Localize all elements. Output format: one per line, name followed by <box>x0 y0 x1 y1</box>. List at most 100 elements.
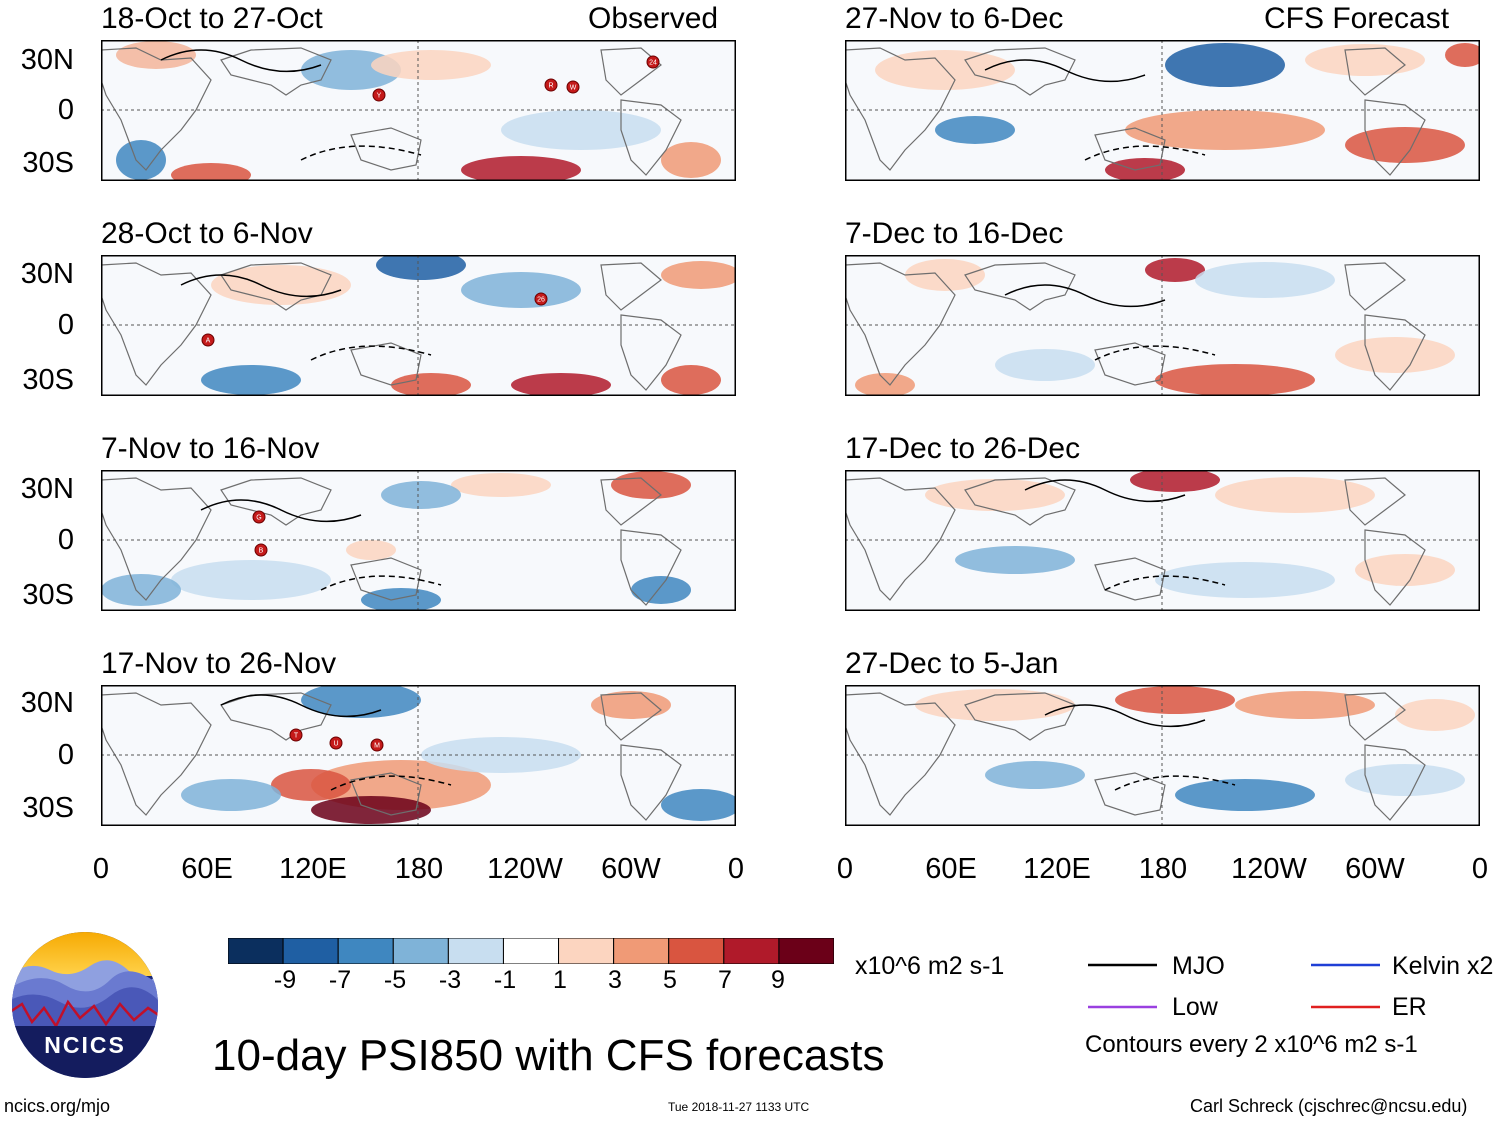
anomaly-shading <box>1445 43 1480 67</box>
lat-label-30n: 30N <box>20 687 74 719</box>
legend-label-er: ER <box>1392 993 1427 1021</box>
continent-outline <box>964 692 1076 741</box>
panel-frame <box>101 255 736 396</box>
anomaly-shading <box>1145 258 1205 282</box>
anomaly-shading <box>1105 158 1185 181</box>
anomaly-shading <box>171 163 251 181</box>
continent-outline <box>1094 342 1166 386</box>
continent-outline <box>620 529 682 606</box>
continent-outline <box>350 557 422 601</box>
continent-outline <box>1364 744 1426 821</box>
colorbar-tick-label: -3 <box>438 966 462 994</box>
map-panel-obs-1: Y R W 24 <box>101 40 736 181</box>
map-panel-fcst-1 <box>845 40 1480 181</box>
mjo-contour <box>200 499 362 523</box>
anomaly-shading <box>371 50 491 80</box>
continent-outline <box>1364 314 1426 391</box>
anomaly-shading <box>361 588 441 611</box>
panel-title: 27-Dec to 5-Jan <box>845 647 1059 680</box>
colorbar-swatch <box>558 938 615 964</box>
mjo-contour-negative <box>1104 575 1226 591</box>
colorbar-tick-label: 5 <box>663 966 677 994</box>
continent-outline <box>845 692 956 816</box>
anomaly-shading <box>301 685 421 718</box>
continent-outline <box>101 47 212 171</box>
anomaly-shading <box>1115 686 1235 714</box>
continent-outline <box>1344 47 1406 96</box>
ncics-logo: NCICS <box>12 932 158 1078</box>
mjo-contour <box>220 694 382 718</box>
legend-label-kelvin: Kelvin x2 <box>1392 952 1494 980</box>
lon-label: 60E <box>181 853 233 885</box>
anomaly-shading <box>101 574 181 606</box>
legend-label-mjo: MJO <box>1172 952 1225 980</box>
colorbar-swatch <box>778 938 834 964</box>
continent-outline <box>620 314 682 391</box>
continent-outline <box>220 262 332 311</box>
colorbar-swatch <box>613 938 670 964</box>
anomaly-shading <box>376 255 466 280</box>
anomaly-shading <box>501 110 661 150</box>
panel-title: 7-Nov to 16-Nov <box>101 432 320 465</box>
map-panel-fcst-4 <box>845 685 1480 826</box>
continent-outline <box>350 342 422 386</box>
continent-outline <box>1344 692 1406 741</box>
continent-outline <box>845 477 956 601</box>
mjo-contour-negative <box>1114 775 1236 791</box>
observed-label: Observed <box>588 2 719 35</box>
mjo-contour-negative <box>1084 145 1206 161</box>
storm-marker-label: M <box>374 743 380 750</box>
anomaly-shading <box>271 769 351 801</box>
panel-frame <box>101 40 736 181</box>
storm-marker <box>544 78 558 92</box>
anomaly-shading <box>661 365 721 395</box>
lon-label: 120W <box>1231 853 1307 885</box>
anomaly-shading <box>511 373 611 396</box>
anomaly-shading <box>1355 554 1455 586</box>
anomaly-shading <box>461 272 581 308</box>
continent-outline <box>964 47 1076 96</box>
storm-marker-label: T <box>294 733 299 740</box>
continent-outline <box>1094 772 1166 816</box>
anomaly-shading <box>905 259 985 291</box>
anomaly-shading <box>1155 364 1315 396</box>
lon-label: 60W <box>601 853 661 885</box>
storm-marker <box>254 543 268 557</box>
storm-marker-label: B <box>259 548 264 555</box>
colorbar-swatch <box>282 938 339 964</box>
colorbar-tick-label: -5 <box>383 966 407 994</box>
anomaly-shading <box>925 479 1065 511</box>
mjo-contour-negative <box>1094 345 1216 361</box>
anomaly-shading <box>1195 262 1335 298</box>
main-title: 10-day PSI850 with CFS forecasts <box>212 1031 885 1080</box>
storm-marker-label: G <box>256 515 261 522</box>
lon-label: 0 <box>836 853 854 885</box>
lat-label-30s: 30S <box>22 364 74 396</box>
storm-marker <box>372 88 386 102</box>
continent-outline <box>220 47 332 96</box>
lon-label: 60W <box>1345 853 1405 885</box>
storm-marker <box>329 736 343 750</box>
anomaly-shading <box>1130 470 1220 492</box>
continent-outline <box>845 262 956 386</box>
storm-marker <box>566 80 580 94</box>
storm-marker-label: Y <box>377 93 382 100</box>
anomaly-shading <box>661 142 721 178</box>
anomaly-shading <box>591 691 671 719</box>
lat-label-30n: 30N <box>20 258 74 290</box>
colorbar <box>228 938 834 964</box>
lat-label-eq: 0 <box>57 309 74 341</box>
anomaly-shading <box>611 471 691 499</box>
colorbar-swatch <box>502 938 560 964</box>
continent-outline <box>350 127 422 171</box>
colorbar-tick-label: -9 <box>273 966 297 994</box>
anomaly-shading <box>1155 562 1335 598</box>
storm-marker <box>201 333 215 347</box>
mjo-contour-negative <box>330 775 452 791</box>
lat-label-eq: 0 <box>57 739 74 771</box>
mjo-contour-negative <box>310 345 432 361</box>
mjo-contour-negative <box>320 575 442 591</box>
continent-outline <box>620 99 682 176</box>
panel-frame <box>845 470 1480 611</box>
map-panel-fcst-3 <box>845 470 1480 611</box>
